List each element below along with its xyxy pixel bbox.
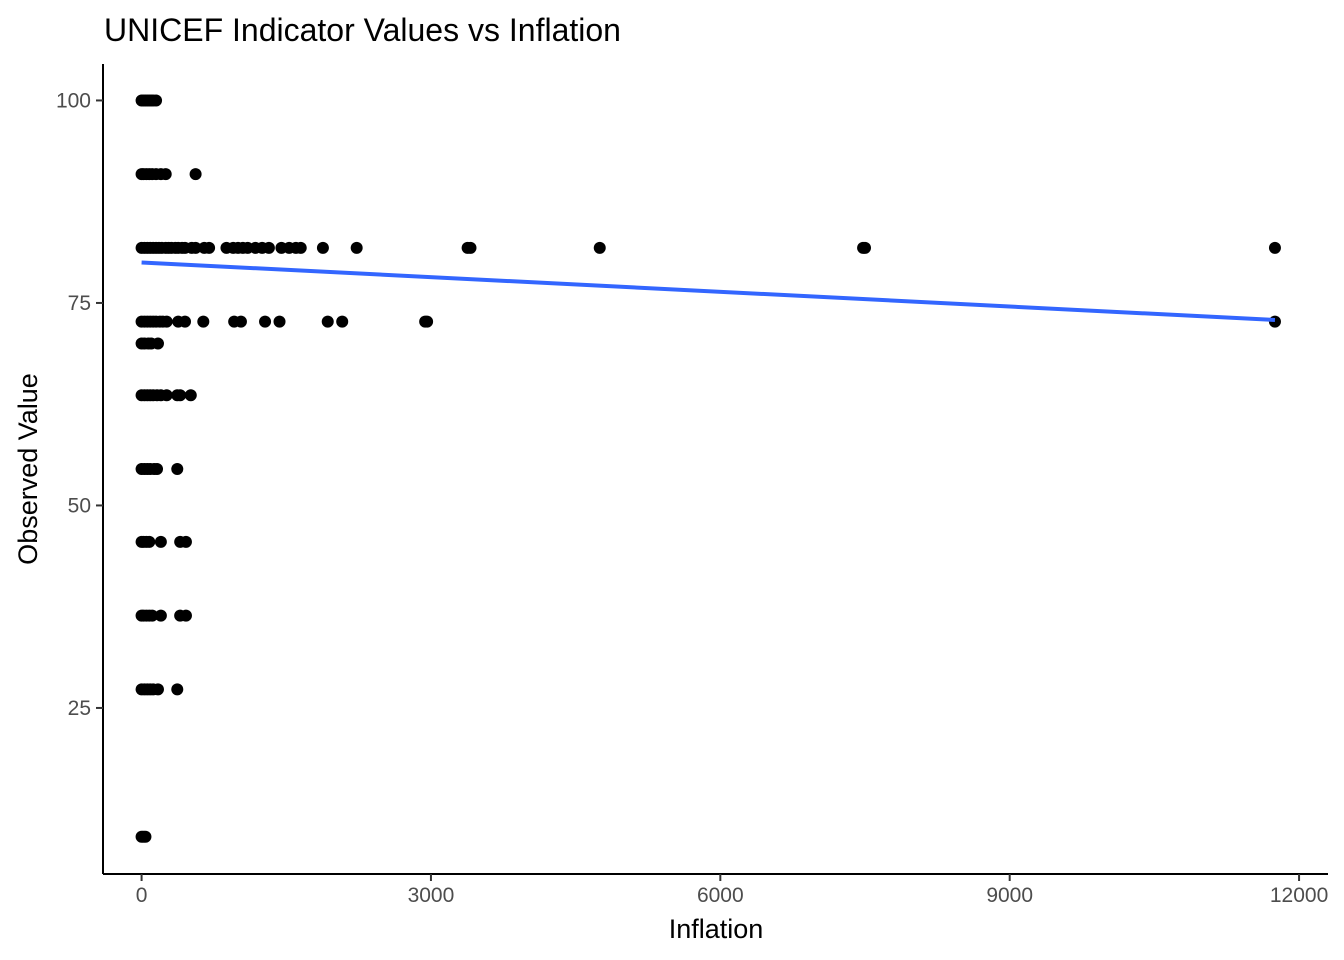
data-point: [151, 683, 164, 696]
data-point: [321, 315, 334, 328]
x-tick-label: 9000: [986, 884, 1033, 907]
x-tick-label: 0: [136, 884, 148, 907]
x-tick-label: 6000: [697, 884, 744, 907]
data-point: [178, 315, 191, 328]
data-point: [184, 389, 197, 402]
data-point: [203, 241, 216, 254]
data-point: [197, 315, 210, 328]
data-point: [159, 168, 172, 181]
data-point: [1268, 241, 1281, 254]
data-point: [350, 241, 363, 254]
trend-line: [141, 260, 1276, 322]
data-point: [154, 535, 167, 548]
y-tick-label: 100: [56, 89, 91, 112]
data-point: [179, 535, 192, 548]
x-axis-label: Inflation: [669, 914, 764, 944]
chart-title: UNICEF Indicator Values vs Inflation: [104, 12, 621, 48]
x-tick-label: 12000: [1270, 884, 1328, 907]
data-point: [262, 241, 275, 254]
data-point: [234, 315, 247, 328]
data-point: [259, 315, 272, 328]
data-point: [160, 389, 173, 402]
data-point: [336, 315, 349, 328]
data-point: [171, 463, 184, 475]
data-point: [294, 241, 307, 254]
data-point: [171, 683, 184, 696]
data-point: [593, 241, 606, 254]
data-point: [150, 94, 163, 107]
data-point: [316, 241, 329, 254]
data-point: [189, 168, 202, 181]
data-point: [154, 609, 167, 622]
data-point: [143, 535, 156, 548]
data-point: [273, 315, 286, 328]
data-point: [179, 609, 192, 622]
data-point: [151, 463, 164, 475]
data-point: [160, 315, 173, 328]
y-tick-label: 25: [68, 697, 91, 720]
x-tick-label: 3000: [408, 884, 455, 907]
data-point: [464, 241, 477, 254]
trend-layer: [141, 260, 1276, 322]
points-layer: [135, 94, 1281, 843]
data-point: [421, 315, 434, 328]
axes-layer: [102, 64, 1328, 875]
y-tick-label: 50: [68, 494, 91, 517]
y-tick-label: 75: [68, 292, 91, 315]
data-point: [151, 337, 164, 350]
y-axis-label: Observed Value: [13, 373, 43, 565]
data-point: [139, 830, 152, 843]
data-point: [174, 389, 187, 402]
data-point: [189, 241, 202, 254]
y-ticks: 25 50 75 100: [56, 89, 103, 720]
data-point: [859, 241, 872, 254]
data-point: [146, 609, 159, 622]
x-ticks: 0 3000 6000 9000 12000: [136, 874, 1328, 907]
